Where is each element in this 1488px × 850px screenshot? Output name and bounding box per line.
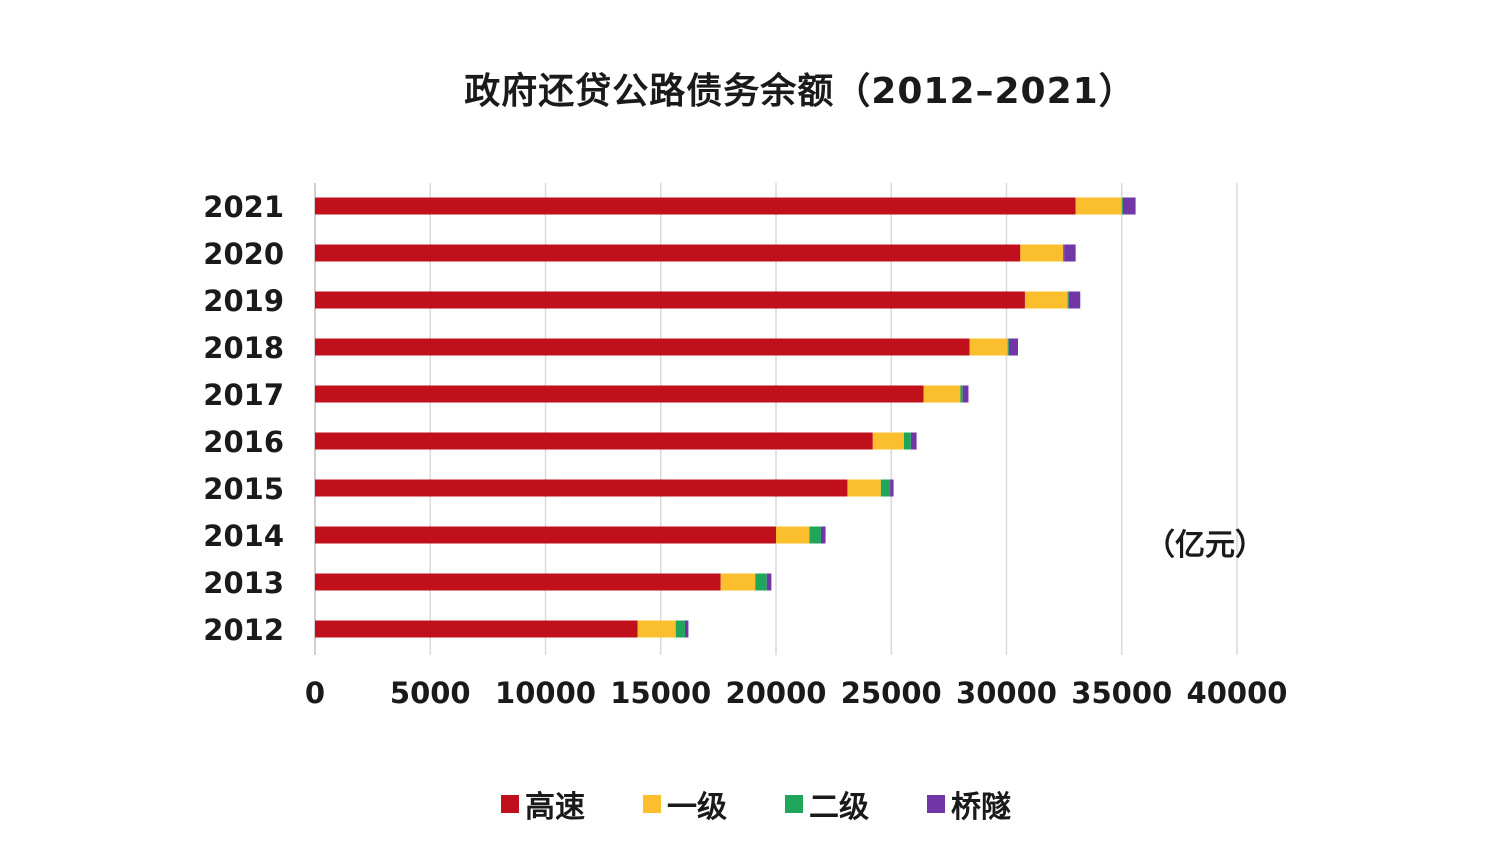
- x-tick-label: 40000: [1187, 676, 1288, 710]
- x-tick-label: 15000: [610, 676, 711, 710]
- legend-swatch: [501, 795, 519, 813]
- bar-segment: [1068, 291, 1081, 309]
- bar-segment: [890, 479, 894, 497]
- legend-swatch: [785, 795, 803, 813]
- bar-segment: [315, 197, 1076, 215]
- legend-item: 二级: [785, 782, 869, 826]
- bar-segment: [315, 432, 873, 450]
- bar-segment: [315, 620, 638, 638]
- bar-segment: [637, 620, 676, 638]
- bar-segment: [675, 620, 685, 638]
- bar-segment: [923, 385, 961, 403]
- bar-segment: [776, 526, 810, 544]
- y-tick-label: 2021: [203, 190, 284, 224]
- bar-segment: [1064, 244, 1076, 262]
- x-tick-label: 0: [305, 676, 325, 710]
- legend-label: 高速: [525, 790, 585, 825]
- bar-segment: [1020, 244, 1063, 262]
- legend-label: 一级: [667, 790, 727, 825]
- legend-item: 桥隧: [927, 782, 1011, 826]
- legend-label: 二级: [809, 790, 869, 825]
- bar-segment: [315, 573, 721, 591]
- y-tick-label: 2017: [203, 378, 284, 412]
- bar-segment: [960, 385, 963, 403]
- bar-segment: [315, 291, 1025, 309]
- legend-label: 桥隧: [951, 790, 1011, 825]
- bar-segment: [1075, 197, 1122, 215]
- bar-segment: [755, 573, 767, 591]
- y-tick-label: 2020: [203, 237, 284, 271]
- x-tick-label: 25000: [841, 676, 942, 710]
- legend-swatch: [643, 795, 661, 813]
- chart-title: 政府还贷公路债务余额（2012–2021）: [464, 71, 1136, 112]
- x-tick-label: 5000: [390, 676, 471, 710]
- unit-label: （亿元）: [1145, 528, 1265, 563]
- bar-segment: [766, 573, 772, 591]
- legend-item: 高速: [501, 782, 585, 826]
- bar-segment: [847, 479, 881, 497]
- bar-segment: [315, 338, 970, 356]
- bar-segment: [315, 244, 1021, 262]
- bar-segment: [969, 338, 1008, 356]
- x-tick-label: 35000: [1071, 676, 1172, 710]
- bar-segment: [910, 432, 917, 450]
- y-tick-label: 2012: [203, 613, 284, 647]
- bar-segment: [1024, 291, 1068, 309]
- bar-segment: [903, 432, 911, 450]
- bar-segment: [872, 432, 904, 450]
- bar-segment: [315, 385, 924, 403]
- y-tick-label: 2015: [203, 472, 284, 506]
- bar-segment: [315, 526, 776, 544]
- y-tick-label: 2014: [203, 519, 284, 553]
- legend-swatch: [927, 795, 945, 813]
- y-tick-label: 2013: [203, 566, 284, 600]
- legend: 高速 一级 二级 桥隧: [0, 782, 1488, 826]
- bar-segment: [1008, 338, 1019, 356]
- bar-segment: [962, 385, 969, 403]
- bar-segment: [1007, 338, 1009, 356]
- y-tick-label: 2019: [203, 284, 284, 318]
- x-tick-label: 10000: [495, 676, 596, 710]
- bar-segment: [809, 526, 821, 544]
- bar-segment: [880, 479, 891, 497]
- bar-segment: [1122, 197, 1136, 215]
- y-tick-label: 2016: [203, 425, 284, 459]
- bar-segment: [720, 573, 756, 591]
- x-tick-label: 20000: [726, 676, 827, 710]
- bar-segment: [1067, 291, 1069, 309]
- bar-segment: [684, 620, 689, 638]
- bar-segment: [1062, 244, 1065, 262]
- legend-item: 一级: [643, 782, 727, 826]
- bar-segment: [1121, 197, 1123, 215]
- y-tick-label: 2018: [203, 331, 284, 365]
- bar-segment: [315, 479, 848, 497]
- x-tick-label: 30000: [956, 676, 1057, 710]
- bar-segment: [820, 526, 826, 544]
